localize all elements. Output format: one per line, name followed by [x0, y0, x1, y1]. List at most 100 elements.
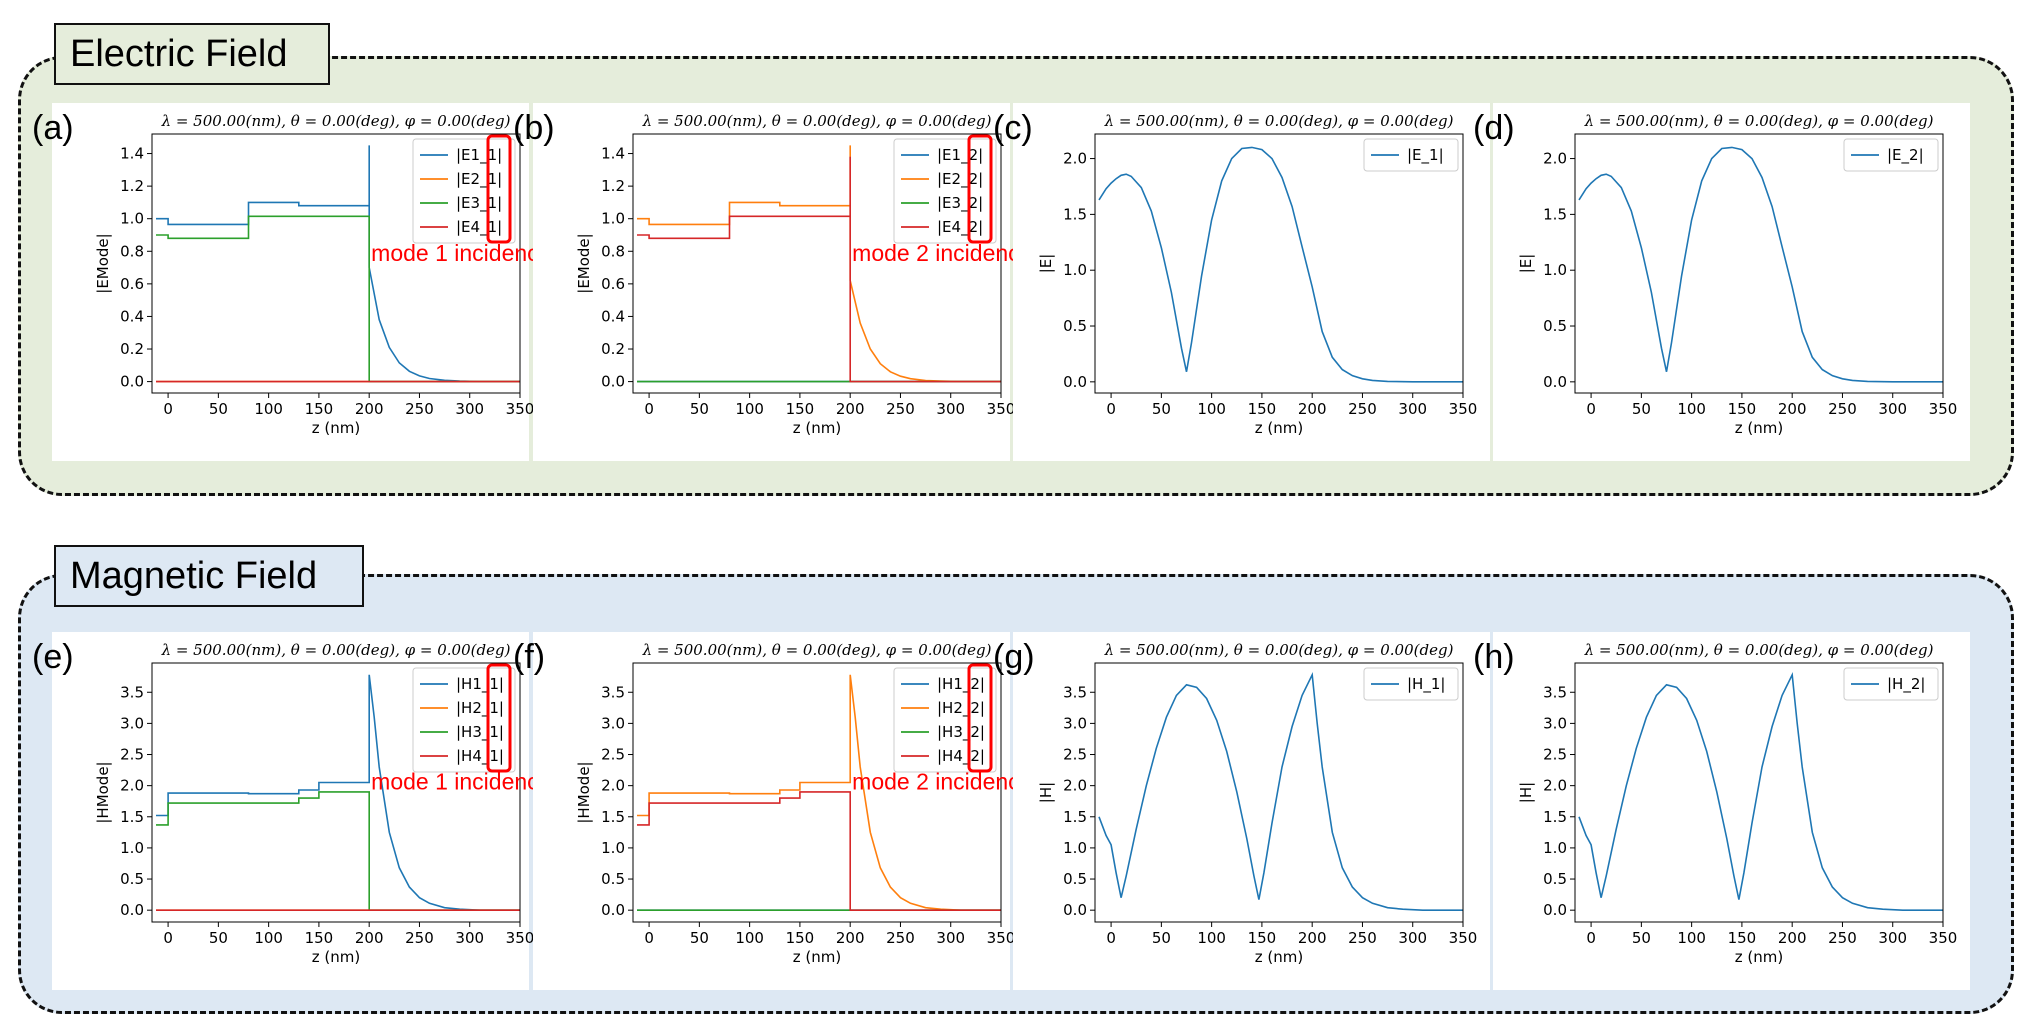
- panel-label: (b): [513, 109, 555, 147]
- legend-entry: |H2_1|: [456, 699, 504, 718]
- y-tick-label: 2.0: [1063, 777, 1087, 795]
- x-tick-label: 200: [355, 400, 384, 418]
- panel-label: (d): [1473, 109, 1515, 147]
- y-tick-label: 1.5: [1063, 808, 1087, 826]
- x-axis-label: z (nm): [1735, 948, 1783, 966]
- y-tick-label: 2.0: [120, 777, 144, 795]
- x-tick-label: 100: [254, 929, 283, 947]
- y-tick-label: 0.5: [1543, 317, 1567, 335]
- panel-title: λ = 500.00(nm), θ = 0.00(deg), φ = 0.00(…: [1104, 641, 1454, 659]
- x-tick-label: 150: [786, 929, 815, 947]
- y-tick-label: 0.5: [120, 870, 144, 888]
- panel-title: λ = 500.00(nm), θ = 0.00(deg), φ = 0.00(…: [1584, 641, 1934, 659]
- panel-label: (a): [32, 109, 74, 147]
- x-tick-label: 200: [1298, 400, 1327, 418]
- x-tick-label: 100: [1197, 400, 1226, 418]
- y-tick-label: 2.0: [601, 777, 625, 795]
- y-tick-label: 2.5: [120, 746, 144, 764]
- x-tick-label: 100: [1677, 929, 1706, 947]
- y-tick-label: 2.5: [1543, 746, 1567, 764]
- y-axis-label: |E|: [1037, 254, 1055, 274]
- x-tick-label: 50: [1632, 400, 1651, 418]
- y-tick-label: 3.0: [1543, 714, 1567, 732]
- x-tick-label: 300: [455, 929, 484, 947]
- y-axis-label: |E|: [1517, 254, 1535, 274]
- x-tick-label: 100: [735, 929, 764, 947]
- panel-title: λ = 500.00(nm), θ = 0.00(deg), φ = 0.00(…: [161, 112, 511, 130]
- legend-entry: |H4_1|: [456, 747, 504, 766]
- y-tick-label: 0.5: [1063, 317, 1087, 335]
- x-tick-label: 100: [1197, 929, 1226, 947]
- y-tick-label: 1.5: [1543, 808, 1567, 826]
- panel-title: λ = 500.00(nm), θ = 0.00(deg), φ = 0.00(…: [1104, 112, 1454, 130]
- x-tick-label: 350: [987, 929, 1016, 947]
- x-tick-label: 100: [254, 400, 283, 418]
- y-tick-label: 2.0: [1063, 150, 1087, 168]
- y-tick-label: 0.8: [120, 242, 144, 260]
- x-tick-label: 250: [1348, 929, 1377, 947]
- legend-entry: |H2_2|: [937, 699, 985, 718]
- incidence-annotation: mode 2 incidence: [852, 240, 1032, 266]
- x-tick-label: 250: [1828, 929, 1857, 947]
- x-tick-label: 0: [644, 400, 654, 418]
- x-tick-label: 150: [1728, 929, 1757, 947]
- y-tick-label: 1.5: [120, 808, 144, 826]
- x-tick-label: 300: [1878, 929, 1907, 947]
- y-axis-label: |HMode|: [575, 761, 593, 823]
- panel-b: (b) λ = 500.00(nm), θ = 0.00(deg), φ = 0.…: [513, 103, 1032, 461]
- y-tick-label: 3.5: [601, 683, 625, 701]
- y-tick-label: 0.5: [1063, 870, 1087, 888]
- legend-entry: |H1_1|: [456, 675, 504, 694]
- y-axis-label: |H|: [1037, 782, 1055, 803]
- y-tick-label: 0.5: [601, 870, 625, 888]
- y-tick-label: 0.6: [120, 275, 144, 293]
- x-tick-label: 200: [1298, 929, 1327, 947]
- y-tick-label: 2.0: [1543, 150, 1567, 168]
- legend-entry: |E3_2|: [937, 194, 983, 213]
- x-axis-label: z (nm): [793, 948, 841, 966]
- y-tick-label: 1.0: [120, 839, 144, 857]
- y-tick-label: 1.5: [1543, 205, 1567, 223]
- panel-e: (e) λ = 500.00(nm), θ = 0.00(deg), φ = 0.…: [32, 632, 551, 990]
- legend-entry: |H_2|: [1887, 675, 1925, 694]
- x-tick-label: 0: [644, 929, 654, 947]
- x-tick-label: 150: [786, 400, 815, 418]
- x-tick-label: 150: [1248, 400, 1277, 418]
- y-tick-label: 1.0: [1543, 839, 1567, 857]
- x-axis-label: z (nm): [1735, 419, 1783, 437]
- x-tick-label: 300: [936, 929, 965, 947]
- x-axis-label: z (nm): [312, 948, 360, 966]
- x-tick-label: 0: [1106, 400, 1116, 418]
- panel-label: (e): [32, 638, 74, 676]
- y-tick-label: 0.0: [601, 373, 625, 391]
- x-tick-label: 50: [209, 929, 228, 947]
- legend-entry: |H3_2|: [937, 723, 985, 742]
- x-tick-label: 50: [690, 400, 709, 418]
- x-tick-label: 50: [1152, 400, 1171, 418]
- x-tick-label: 150: [1248, 929, 1277, 947]
- y-tick-label: 1.0: [601, 210, 625, 228]
- y-tick-label: 0.6: [601, 275, 625, 293]
- x-tick-label: 200: [836, 400, 865, 418]
- y-tick-label: 0.0: [120, 901, 144, 919]
- x-tick-label: 200: [836, 929, 865, 947]
- legend-entry: |E3_1|: [456, 194, 502, 213]
- x-tick-label: 200: [1778, 400, 1807, 418]
- y-tick-label: 0.4: [601, 307, 625, 325]
- y-tick-label: 3.0: [601, 714, 625, 732]
- y-tick-label: 2.0: [1543, 777, 1567, 795]
- panel-title: λ = 500.00(nm), θ = 0.00(deg), φ = 0.00(…: [161, 641, 511, 659]
- panel-c: (c) λ = 500.00(nm), θ = 0.00(deg), φ = 0.…: [993, 103, 1490, 461]
- x-tick-label: 0: [1586, 400, 1596, 418]
- legend-entry: |E1_1|: [456, 146, 502, 165]
- x-tick-label: 300: [1878, 400, 1907, 418]
- y-tick-label: 1.4: [601, 145, 625, 163]
- x-tick-label: 250: [886, 929, 915, 947]
- x-tick-label: 350: [506, 400, 535, 418]
- x-axis-label: z (nm): [793, 419, 841, 437]
- panel-title: λ = 500.00(nm), θ = 0.00(deg), φ = 0.00(…: [642, 641, 992, 659]
- panel-h: (h) λ = 500.00(nm), θ = 0.00(deg), φ = 0.…: [1473, 632, 1970, 990]
- panel-label: (c): [993, 109, 1033, 147]
- x-tick-label: 150: [305, 400, 334, 418]
